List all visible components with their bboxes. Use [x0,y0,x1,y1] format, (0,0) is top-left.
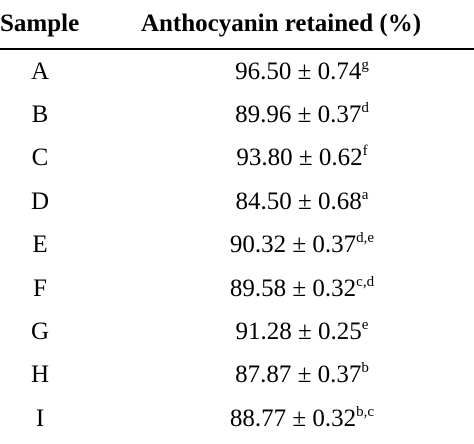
significance-letter: c,d [356,273,375,290]
value-cell: 96.50 ± 0.74g [88,49,474,93]
value-cell: 91.28 ± 0.25e [88,310,474,353]
header-sample: Sample [0,0,88,50]
value-text: 96.50 ± 0.74 [235,57,362,85]
value-cell: 89.58 ± 0.32c,d [88,267,474,310]
value-text: 90.32 ± 0.37 [229,231,357,259]
table-row: F 89.58 ± 0.32c,d [0,267,474,310]
value-text: 93.80 ± 0.62 [236,144,363,172]
value-text: 88.77 ± 0.32 [229,404,357,432]
value-text: 91.28 ± 0.25 [235,318,362,346]
sample-cell: E [32,231,48,259]
table-row: A 96.50 ± 0.74g [0,49,474,93]
value-cell: 90.32 ± 0.37d,e [88,224,474,267]
value-text: 84.50 ± 0.68 [235,187,362,215]
significance-letter: g [361,56,369,73]
table-row: G 91.28 ± 0.25e [0,310,474,353]
table-header: Sample Anthocyanin retained (%) [0,0,474,50]
significance-letter: d [361,100,369,117]
table-row: E 90.32 ± 0.37d,e [0,224,474,267]
table-body: A 96.50 ± 0.74g B 89.96 ± 0.37d C 93.80 … [0,49,474,441]
sample-cell: H [30,361,50,389]
significance-letter: b,c [356,403,375,420]
significance-letter: f [362,143,368,160]
sample-cell: C [31,144,49,172]
value-cell: 84.50 ± 0.68a [88,180,474,223]
table-row: H 87.87 ± 0.37b [0,354,474,397]
sample-cell: G [30,318,50,346]
header-row: Sample Anthocyanin retained (%) [0,0,474,50]
table-row: I 88.77 ± 0.32b,c [0,397,474,440]
value-cell: 87.87 ± 0.37b [88,354,474,397]
table-row: B 89.96 ± 0.37d [0,93,474,136]
value-text: 87.87 ± 0.37 [235,361,362,389]
value-cell: 88.77 ± 0.32b,c [88,397,474,440]
sample-cell: B [31,101,49,129]
value-text: 89.96 ± 0.37 [235,101,362,129]
sample-cell: A [30,57,50,85]
significance-letter: e [361,317,369,334]
value-text: 89.58 ± 0.32 [229,274,357,302]
value-cell: 93.80 ± 0.62f [88,137,474,180]
header-anthocyanin-retained: Anthocyanin retained (%) [88,0,474,50]
sample-cell: F [33,274,47,302]
value-cell: 89.96 ± 0.37d [88,93,474,136]
sample-cell: D [30,187,50,215]
significance-letter: d,e [356,230,375,247]
significance-letter: a [361,186,369,203]
significance-letter: b [361,360,369,377]
table-row: C 93.80 ± 0.62f [0,137,474,180]
table-row: D 84.50 ± 0.68a [0,180,474,223]
sample-cell: I [35,404,45,432]
